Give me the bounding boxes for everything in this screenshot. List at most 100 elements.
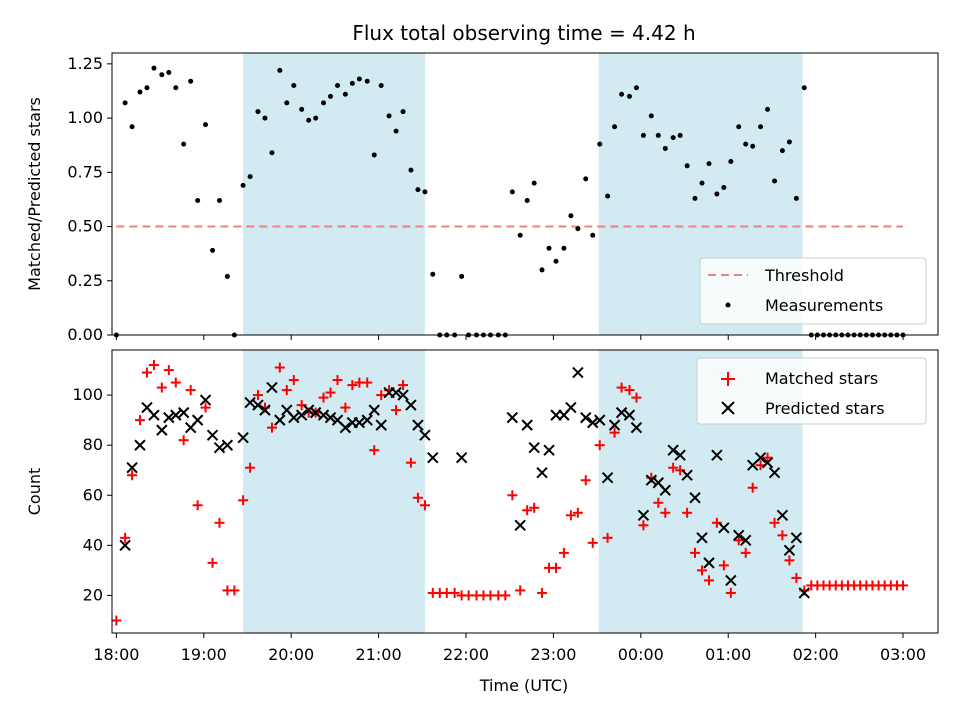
predicted-star-point (237, 431, 249, 444)
matched-star-point (362, 377, 373, 388)
predicted-star-point (798, 587, 810, 599)
top-y-axis-label: Matched/Predicted stars (25, 97, 44, 291)
matched-star-point (325, 387, 336, 398)
predicted-star-point (711, 449, 723, 461)
x-tick-label: 23:00 (530, 645, 576, 664)
x-tick-label: 20:00 (268, 645, 314, 664)
measurement-point (144, 85, 150, 91)
measurement-point (524, 198, 530, 204)
predicted-star-point (309, 406, 322, 419)
predicted-star-point (119, 539, 131, 552)
legend-matched-label: Matched stars (765, 369, 878, 388)
measurement-point (736, 124, 742, 130)
legend-measurements-label: Measurements (765, 296, 883, 315)
matched-star-point (609, 427, 620, 438)
matched-star-point (551, 562, 562, 573)
measurement-point (195, 198, 201, 204)
measurement-point (801, 85, 807, 91)
measurement-point (728, 158, 734, 164)
predicted-star-point (244, 396, 256, 409)
matched-star-point (369, 445, 380, 456)
measurement-point (349, 80, 355, 86)
measurement-point (779, 148, 785, 154)
predicted-star-point (266, 381, 278, 394)
predicted-star-point (783, 544, 796, 557)
predicted-star-point (199, 394, 212, 406)
bottom-x-ticks: 18:00 19:00 20:00 21:00 22:00 23:00 00:00 01:00… (93, 633, 926, 664)
x-tick-label: 02:00 (793, 645, 839, 664)
matched-star-point (791, 572, 802, 583)
predicted-star-point (368, 404, 380, 416)
predicted-star-point (601, 472, 614, 484)
predicted-star-point (696, 532, 708, 544)
predicted-star-point (506, 411, 519, 424)
measurement-point (306, 117, 312, 123)
y-tick-label: 20 (83, 585, 103, 604)
matched-star-point (690, 547, 701, 558)
top-shaded-intervals (243, 53, 803, 335)
measurement-point (151, 65, 157, 71)
measurement-point (692, 195, 698, 201)
matched-star-point (769, 517, 780, 528)
predicted-star-point (565, 401, 577, 414)
matched-star-point (148, 360, 159, 371)
measurement-point (648, 113, 654, 119)
measurement-point (203, 122, 209, 128)
measurement-point (619, 91, 625, 97)
y-tick-label: 60 (83, 485, 103, 504)
measurement-point (662, 145, 668, 151)
bottom-axes-frame (111, 349, 939, 634)
measurement-point (699, 180, 705, 186)
y-tick-label: 80 (83, 435, 103, 454)
measurement-point (137, 89, 143, 95)
predicted-star-point (768, 467, 781, 479)
x-tick-label: 00:00 (618, 645, 664, 664)
matched-star-point (376, 390, 387, 401)
predicted-star-point (689, 492, 701, 504)
predicted-star-point (191, 414, 204, 426)
predicted-star-point (580, 411, 592, 424)
matched-star-point (733, 535, 744, 546)
matched-star-point (185, 385, 196, 396)
measurement-point (371, 152, 377, 158)
measurement-point (583, 176, 589, 182)
predicted-star-point (630, 421, 643, 434)
matched-star-point (515, 585, 526, 596)
matched-star-point (134, 415, 145, 426)
measurement-point (224, 273, 230, 279)
measurement-point (655, 132, 661, 138)
measurement-point (430, 271, 436, 277)
predicted-star-point (754, 451, 767, 464)
x-axis-label: Time (UTC) (479, 676, 568, 695)
predicted-star-point (397, 389, 409, 401)
predicted-star-point (455, 451, 468, 464)
matched-star-point (507, 490, 518, 501)
measurement-point (393, 128, 399, 134)
measurement-point (277, 67, 283, 73)
matched-star-point (252, 390, 263, 401)
predicted-star-point (761, 456, 774, 469)
matched-star-point (127, 470, 138, 481)
matched-star-point (207, 557, 218, 568)
measurement-point (173, 85, 179, 91)
predicted-star-point (177, 406, 190, 419)
predicted-star-point (543, 444, 555, 456)
x-tick-label: 18:00 (93, 645, 139, 664)
measurement-point (408, 167, 414, 173)
matched-star-point (238, 495, 249, 506)
predicted-star-point (733, 529, 745, 542)
predicted-star-point (288, 411, 300, 424)
predicted-star-point (213, 441, 226, 454)
matched-star-point (587, 537, 598, 548)
matched-star-point (163, 365, 174, 376)
measurement-point (217, 198, 223, 204)
measurement-point (188, 78, 194, 84)
y-tick-label: 100 (72, 385, 103, 404)
matched-star-point (412, 492, 423, 503)
predicted-star-point (302, 404, 315, 416)
y-tick-label: 1.25 (67, 54, 103, 73)
predicted-star-point (703, 557, 715, 569)
predicted-star-point (572, 366, 584, 379)
matched-star-point (624, 385, 635, 396)
top-legend: Threshold Measurements (699, 257, 927, 325)
